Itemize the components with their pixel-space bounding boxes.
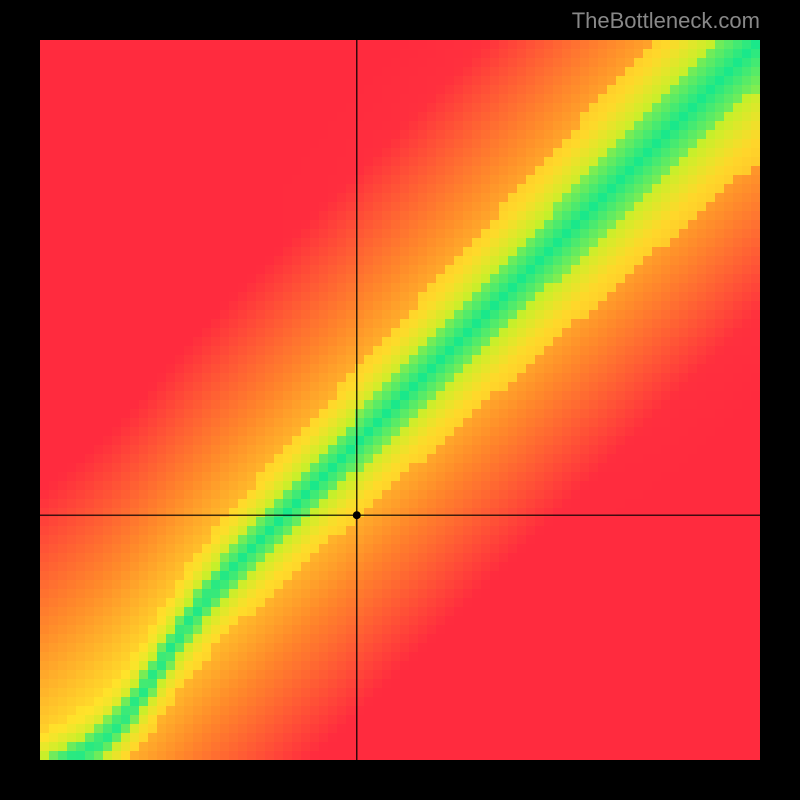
chart-container: TheBottleneck.com <box>0 0 800 800</box>
watermark-text: TheBottleneck.com <box>572 8 760 34</box>
heatmap-cells <box>40 40 760 760</box>
heatmap-plot <box>40 40 760 760</box>
